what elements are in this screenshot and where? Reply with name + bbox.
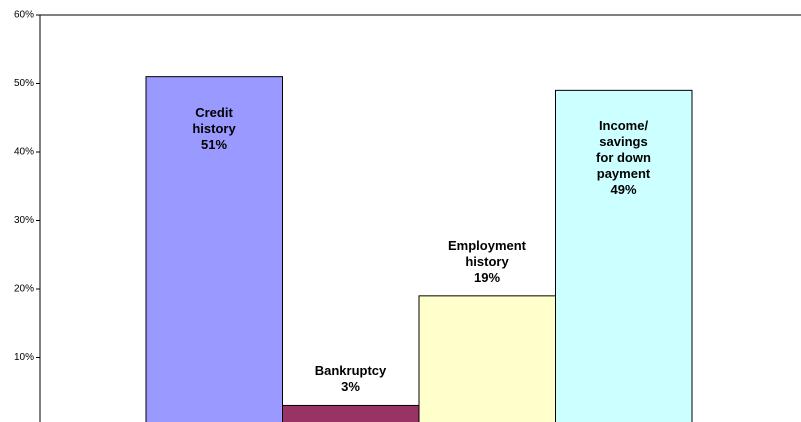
data-label: Employment history 19% (419, 238, 555, 286)
value-label: 49% (610, 182, 637, 198)
value-label: 3% (341, 379, 360, 395)
y-tick-label: 40% (14, 147, 34, 158)
bar (145, 76, 283, 422)
category-label: Credit history (192, 104, 236, 136)
category-label: Bankruptcy (314, 363, 387, 379)
bar (418, 295, 556, 422)
y-tick-label: 60% (14, 10, 34, 21)
data-label: Credit history 51% (146, 105, 282, 153)
category-label: Income/ savings for down payment (596, 118, 651, 182)
value-label: 19% (473, 269, 501, 285)
category-label: Employment history (447, 237, 526, 269)
data-label: Bankruptcy 3% (283, 363, 419, 395)
data-label: Income/ savings for down payment 49% (556, 118, 692, 198)
bar (282, 404, 420, 422)
plot-area (39, 14, 801, 422)
y-tick-label: 50% (14, 78, 34, 89)
y-tick-label: 30% (14, 215, 34, 226)
value-label: 51% (200, 136, 228, 152)
bar (555, 89, 693, 422)
y-tick-label: 10% (14, 352, 34, 363)
y-tick-label: 20% (14, 284, 34, 295)
